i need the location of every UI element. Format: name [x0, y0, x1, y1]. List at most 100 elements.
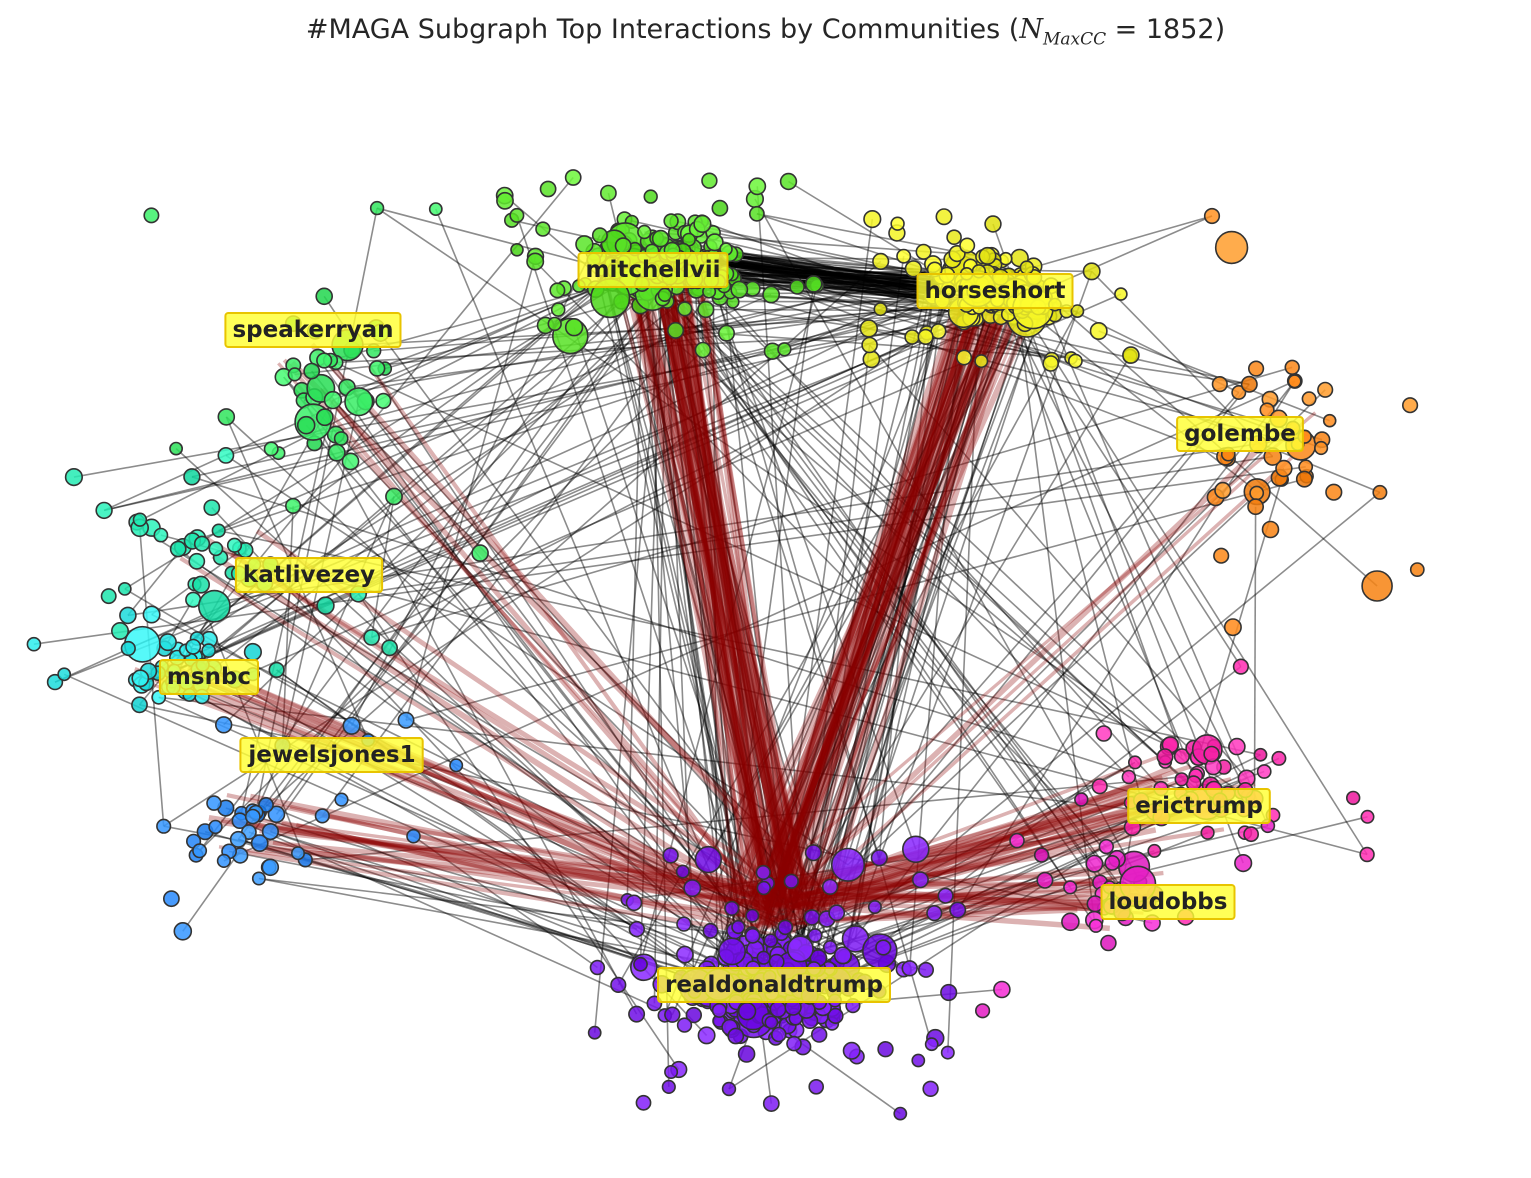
edge [659, 250, 745, 961]
strong-edge [627, 268, 811, 915]
strong-edge [778, 456, 1294, 923]
node-mitchellvii [614, 237, 632, 255]
edge [173, 316, 1002, 672]
node-erictrump [1173, 748, 1190, 765]
edge [231, 572, 905, 971]
node-realdonaldtrump [664, 1065, 679, 1080]
strong-edge [289, 804, 781, 923]
hub-label-text: katlivezey [243, 562, 375, 588]
edge [708, 280, 1162, 790]
edge [270, 830, 754, 981]
node-horseshort [959, 237, 976, 254]
node-golembe [1313, 440, 1329, 456]
strong-edge [320, 387, 747, 884]
edge [664, 277, 959, 1016]
strong-edge [676, 263, 746, 888]
node-golembe [1214, 481, 1232, 500]
node-loudobbs [1061, 912, 1080, 932]
strong-edge [166, 662, 764, 916]
strong-edge [763, 295, 1042, 911]
node-jewelsjones1 [397, 711, 415, 729]
edge [223, 297, 664, 726]
node-horseshort [915, 243, 932, 260]
strong-edge [773, 785, 1171, 907]
strong-edge [777, 294, 981, 898]
strong-edge [652, 267, 773, 904]
node-realdonaldtrump [827, 1007, 844, 1025]
hub-label-mitchellvii: mitchellvii [577, 252, 729, 288]
edge [843, 271, 1093, 957]
strong-edge [764, 285, 986, 925]
node-msnbc [131, 696, 148, 714]
node-mitchellvii [535, 221, 551, 237]
node-realdonaldtrump [676, 916, 692, 932]
node-horseshort [946, 229, 962, 245]
edge [678, 265, 755, 1018]
node-erictrump [1174, 772, 1189, 787]
strong-edge [694, 256, 787, 899]
node-realdonaldtrump [755, 864, 771, 881]
node-realdonaldtrump [724, 900, 740, 917]
node-katlivezey [268, 661, 285, 679]
node-horseshort [1082, 262, 1101, 281]
node-mitchellvii [547, 316, 562, 332]
strong-edge [660, 244, 815, 923]
edge [573, 326, 792, 984]
node-katlivezey [211, 523, 226, 538]
node-erictrump [1228, 737, 1246, 756]
node-speakerryan [327, 443, 346, 462]
strong-edge [763, 300, 1013, 893]
strong-edge [753, 271, 1019, 903]
edge [718, 283, 815, 985]
node-katlivezey [226, 537, 243, 553]
strong-edge [630, 256, 785, 920]
strong-edge [760, 290, 1014, 917]
node-realdonaldtrump [901, 835, 930, 864]
edge [736, 259, 995, 999]
strong-edge [249, 793, 800, 906]
edge [320, 387, 733, 909]
node-mitchellvii [564, 318, 584, 337]
node-jewelsjones1 [162, 890, 180, 908]
edge [665, 245, 782, 979]
edge [103, 295, 976, 512]
strong-edge [676, 280, 789, 904]
strong-edge [649, 247, 767, 886]
node-jewelsjones1 [215, 716, 233, 734]
strong-edge [785, 863, 1122, 902]
node-realdonaldtrump [675, 864, 690, 879]
strong-edge [696, 255, 761, 911]
node-loudobbs [1098, 838, 1115, 855]
strong-edge [659, 259, 802, 911]
node-speakerryan [143, 207, 160, 224]
edge [707, 290, 1036, 860]
edge [753, 263, 934, 968]
node-mitchellvii [777, 342, 792, 357]
edge [746, 302, 1026, 952]
hub-label-box [158, 659, 259, 695]
node-realdonaldtrump [737, 1045, 756, 1063]
strong-edge [689, 251, 806, 899]
edge [615, 251, 1148, 904]
hub-label-katlivezey: katlivezey [234, 557, 384, 593]
strong-edge [656, 261, 813, 900]
node-horseshort [904, 329, 920, 345]
node-horseshort [1019, 260, 1035, 275]
node-loudobbs [1100, 934, 1117, 952]
edge [167, 291, 650, 688]
node-realdonaldtrump [727, 1027, 745, 1045]
hub-label-box [1127, 788, 1271, 824]
node-horseshort [978, 246, 997, 265]
edge [632, 261, 1111, 888]
edge [225, 807, 804, 975]
strong-edge [259, 829, 782, 889]
strong-edge [653, 254, 794, 891]
node-loudobbs [1234, 853, 1253, 873]
strong-edge [770, 300, 989, 898]
node-speakerryan [428, 202, 443, 216]
node-golembe [1275, 459, 1293, 478]
node-mitchellvii [701, 172, 718, 189]
edge [534, 260, 1107, 848]
strong-edge [755, 272, 987, 897]
